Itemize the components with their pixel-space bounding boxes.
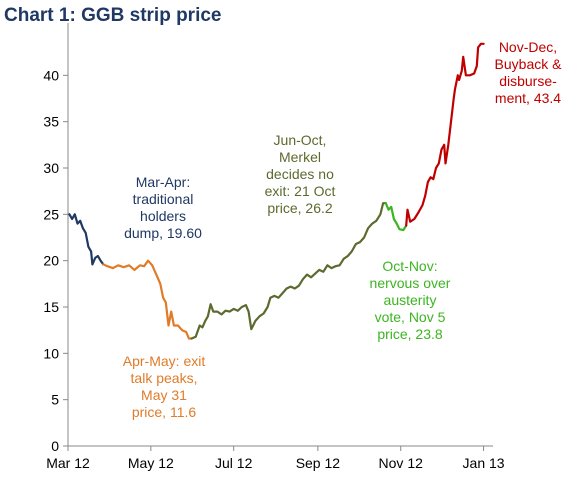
- series-line-2: [102, 259, 193, 340]
- x-tick-label: Sep 12: [296, 455, 341, 471]
- annotation-line: dump, 19.60: [124, 225, 202, 241]
- series-line-1: [68, 213, 105, 266]
- annotation-line: price, 23.8: [377, 326, 443, 342]
- y-tick-label: 30: [43, 160, 59, 176]
- annotation-line: Mar-Apr:: [135, 174, 191, 190]
- annotation-line: Nov-Dec,: [498, 39, 558, 55]
- y-tick-label: 15: [43, 299, 59, 315]
- axes: 0 5 10 15 20 25 30 35 40 Mar 12 May 12 Jul 12 Sep 12…: [43, 23, 505, 471]
- x-tick-label: Jul 12: [215, 455, 253, 471]
- annotation-line: decides no: [266, 166, 334, 182]
- x-tick-label: Mar 12: [46, 455, 90, 471]
- annotation-line: May 31: [141, 387, 187, 403]
- series-line-3: [190, 202, 387, 340]
- y-tick-label: 35: [43, 114, 59, 130]
- y-tick-label: 20: [43, 253, 59, 269]
- chart-title: Chart 1: GGB strip price: [4, 5, 222, 26]
- annotation-line: traditional: [132, 191, 194, 207]
- annotation-nov-dec: Nov-Dec, Buyback & disburse-ment, 43.4: [478, 39, 578, 107]
- annotation-line: disburse-: [499, 73, 557, 89]
- x-tick-label: Jan 13: [463, 455, 505, 471]
- annotation-line: talk peaks,: [130, 370, 198, 386]
- x-tick-label: Nov 12: [379, 455, 424, 471]
- annotation-line: Merkel: [278, 149, 321, 165]
- annotation-line: austerity: [383, 292, 437, 308]
- annotation-line: price, 26.2: [267, 200, 333, 216]
- annotation-apr-may: Apr-May: exit talk peaks, May 31 price, 11.…: [102, 353, 226, 421]
- annotation-oct-nov: Oct-Nov: nervous over austerity vote, Nov 5…: [354, 258, 466, 343]
- y-tick-label: 0: [51, 438, 59, 454]
- annotation-line: Jun-Oct,: [273, 132, 327, 148]
- annotation-line: Buyback &: [494, 56, 562, 72]
- y-tick-label: 5: [51, 392, 59, 408]
- series-line-4: [384, 202, 408, 232]
- series-lines: [68, 42, 485, 340]
- annotation-line: price, 11.6: [131, 404, 197, 420]
- annotation-line: Apr-May: exit: [122, 353, 206, 369]
- annotation-line: holders: [140, 208, 186, 224]
- annotation-line: vote, Nov 5: [374, 309, 446, 325]
- annotation-jun-oct: Jun-Oct, Merkel decides no exit: 21 Oct pric…: [244, 132, 356, 217]
- y-tick-label: 10: [43, 345, 59, 361]
- annotation-line: exit: 21 Oct: [264, 183, 336, 199]
- annotation-line: Oct-Nov:: [382, 258, 438, 274]
- annotation-line: ment, 43.4: [494, 90, 562, 106]
- y-tick-label: 25: [43, 206, 59, 222]
- annotation-line: nervous over: [369, 275, 451, 291]
- annotation-mar-apr: Mar-Apr: traditional holders dump, 19.60: [108, 174, 218, 242]
- x-tick-label: May 12: [128, 455, 174, 471]
- series-line-5: [405, 42, 485, 227]
- y-tick-label: 40: [43, 67, 59, 83]
